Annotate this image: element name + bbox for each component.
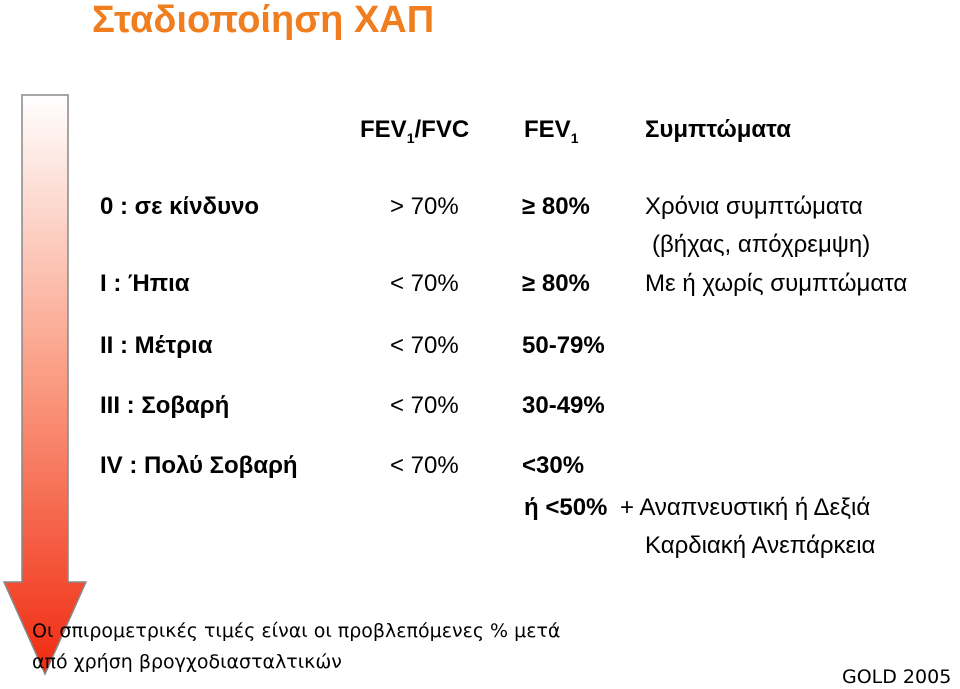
header-text: FEV [360,116,407,143]
symptoms: (βήχας, απόχρεμψη) [652,231,871,258]
stage: II : Μέτρια [100,332,213,359]
stage: I : Ήπια [100,270,190,297]
stage: 0 : σε κίνδυνο [100,193,260,220]
ratio: < 70% [390,332,459,359]
stage: III : Σοβαρή [100,392,230,419]
symptoms: Καρδιακή Ανεπάρκεια [645,532,876,559]
fev1: 30-49% [522,392,605,419]
note: Οι σπιρομετρικές τιμές είναι οι προβλεπό… [32,620,561,642]
fev1: <30% [522,452,585,479]
header-sub: 1 [406,130,415,146]
symptoms: Με ή χωρίς συμπτώματα [645,270,908,297]
source: GOLD 2005 [842,666,952,688]
arrow-shape [2,94,88,676]
ratio: < 70% [390,270,459,297]
fev1: ≥ 80% [522,193,590,220]
note: από χρήση βρογχοδιασταλτικών [32,651,342,673]
ratio: < 70% [390,452,459,479]
severity-arrow [2,94,88,676]
header-text: /FVC [414,116,470,143]
header-text: FEV [524,116,571,143]
header-ratio: FEV1/FVC [360,116,469,152]
fev1: ή <50% [524,494,608,521]
fev1: ≥ 80% [522,270,590,297]
header-sub: 1 [570,130,579,146]
fev1: 50-79% [522,332,605,359]
header-fev1: FEV1 [524,116,578,152]
title: Σταδιοποίηση ΧΑΠ [92,0,435,41]
header-symptoms: Συμπτώματα [645,116,791,143]
symptoms: + Αναπνευστική ή Δεξιά [620,494,871,521]
ratio: < 70% [390,392,459,419]
ratio: > 70% [390,193,459,220]
symptoms: Χρόνια συμπτώματα [645,193,863,220]
stage: IV : Πολύ Σοβαρή [100,452,298,479]
